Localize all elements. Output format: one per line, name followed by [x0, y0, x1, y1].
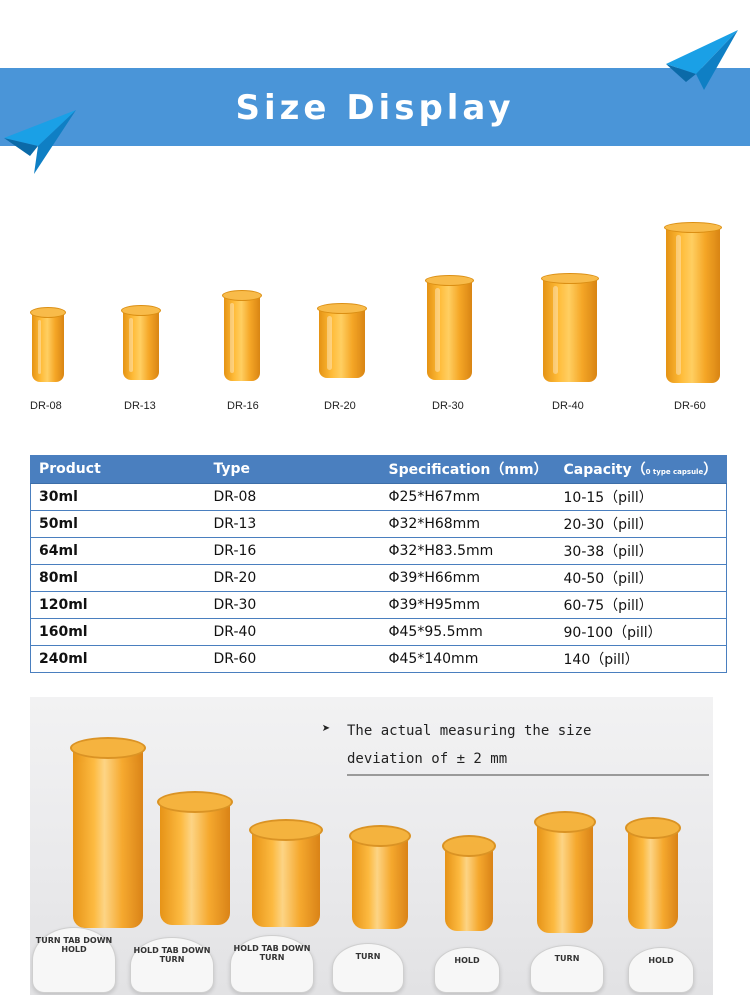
col-header-type: Type: [205, 455, 381, 484]
banner-title: Size Display: [235, 88, 515, 128]
measure-note-line-2: deviation of ± 2 mm: [347, 751, 508, 767]
table-header-row: Product Type Specification（mm） Capacity（…: [30, 455, 727, 484]
child-resistant-cap: HOLD: [434, 947, 500, 993]
cell-spec: Φ39*H95mm: [380, 591, 556, 619]
cell-type: DR-30: [205, 591, 381, 619]
cell-spec: Φ32*H68mm: [380, 510, 556, 538]
child-resistant-cap: HOLD TAB DOWN TURN: [230, 935, 314, 993]
cell-capacity: 40-50（pill）: [555, 564, 727, 592]
bottle-label: DR-60: [674, 400, 706, 412]
child-resistant-cap: HOLD: [628, 947, 694, 993]
cell-capacity: 90-100（pill）: [555, 618, 727, 646]
cell-capacity: 30-38（pill）: [555, 537, 727, 565]
child-resistant-cap: TURN: [332, 943, 404, 993]
bottle-label: DR-16: [227, 400, 259, 412]
cell-product: 30ml: [30, 483, 206, 511]
cell-type: DR-60: [205, 645, 381, 673]
product-photo: ➤ The actual measuring the size deviatio…: [30, 697, 713, 995]
col-header-specification: Specification（mm）: [380, 455, 556, 484]
bottle-dr-08: [30, 307, 66, 382]
bottle-dr-13: [121, 305, 161, 380]
cap-text: HOLD TAB DOWN TURN: [233, 944, 311, 962]
table-row: 50ml DR-13 Φ32*H68mm 20-30（pill）: [30, 510, 727, 538]
cell-product: 240ml: [30, 645, 206, 673]
photo-bottle: [70, 737, 146, 928]
bottle-label: DR-40: [552, 400, 584, 412]
child-resistant-cap: TURN: [530, 945, 604, 993]
bottle-label: DR-30: [432, 400, 464, 412]
measure-note-arrow-icon: ➤: [322, 721, 331, 737]
col-header-product: Product: [30, 455, 206, 484]
table-row: 30ml DR-08 Φ25*H67mm 10-15（pill）: [30, 483, 727, 511]
cap-text: HOLD: [454, 956, 480, 965]
bottle-dr-16: [222, 290, 262, 381]
photo-bottle: [534, 811, 596, 933]
cell-type: DR-20: [205, 564, 381, 592]
table-row: 240ml DR-60 Φ45*140mm 140（pill）: [30, 645, 727, 673]
cell-type: DR-40: [205, 618, 381, 646]
capacity-label: Capacity（: [563, 461, 646, 478]
photo-bottle: [157, 791, 233, 925]
bottle-dr-20: [317, 303, 367, 378]
size-spec-table: Product Type Specification（mm） Capacity（…: [30, 455, 727, 673]
child-resistant-cap: TURN TAB DOWN HOLD: [32, 927, 116, 993]
table-row: 120ml DR-30 Φ39*H95mm 60-75（pill）: [30, 591, 727, 619]
note-underline: [347, 774, 709, 776]
bottle-dr-40: [541, 273, 599, 382]
photo-bottle: [249, 819, 323, 927]
bottle-dr-30: [425, 275, 474, 380]
cell-type: DR-13: [205, 510, 381, 538]
paper-plane-icon: [666, 30, 738, 90]
table-row: 64ml DR-16 Φ32*H83.5mm 30-38（pill）: [30, 537, 727, 565]
bottle-dr-60: [664, 222, 722, 383]
bottle-label: DR-08: [30, 400, 62, 412]
photo-bottle: [442, 835, 496, 931]
cap-text: HOLD: [648, 956, 674, 965]
bottle-label: DR-13: [124, 400, 156, 412]
cell-capacity: 140（pill）: [555, 645, 727, 673]
cap-text: TURN: [554, 954, 580, 963]
bottle-label: DR-20: [324, 400, 356, 412]
cell-spec: Φ45*95.5mm: [380, 618, 556, 646]
table-row: 160ml DR-40 Φ45*95.5mm 90-100（pill）: [30, 618, 727, 646]
capacity-note: 0 type capsule: [645, 467, 704, 476]
cell-product: 120ml: [30, 591, 206, 619]
child-resistant-cap: HOLD TAB DOWN TURN: [130, 937, 214, 993]
cell-product: 80ml: [30, 564, 206, 592]
table-row: 80ml DR-20 Φ39*H66mm 40-50（pill）: [30, 564, 727, 592]
cap-text: TURN: [355, 952, 381, 961]
cell-product: 160ml: [30, 618, 206, 646]
cap-text: HOLD TAB DOWN TURN: [133, 946, 211, 964]
cell-capacity: 20-30（pill）: [555, 510, 727, 538]
cell-spec: Φ32*H83.5mm: [380, 537, 556, 565]
title-banner: Size Display: [0, 68, 750, 146]
cell-type: DR-16: [205, 537, 381, 565]
measure-note-line-1: The actual measuring the size: [347, 723, 592, 739]
cell-capacity: 10-15（pill）: [555, 483, 727, 511]
photo-bottle: [349, 825, 411, 929]
cell-product: 64ml: [30, 537, 206, 565]
cap-text: TURN TAB DOWN HOLD: [35, 936, 113, 954]
cell-spec: Φ25*H67mm: [380, 483, 556, 511]
cell-spec: Φ39*H66mm: [380, 564, 556, 592]
cell-product: 50ml: [30, 510, 206, 538]
photo-bottle: [625, 817, 681, 929]
col-header-capacity: Capacity（0 type capsule）: [555, 455, 727, 484]
cell-capacity: 60-75（pill）: [555, 591, 727, 619]
paper-plane-icon: [4, 110, 76, 174]
cell-spec: Φ45*140mm: [380, 645, 556, 673]
cell-type: DR-08: [205, 483, 381, 511]
capacity-close: ）: [703, 461, 718, 478]
